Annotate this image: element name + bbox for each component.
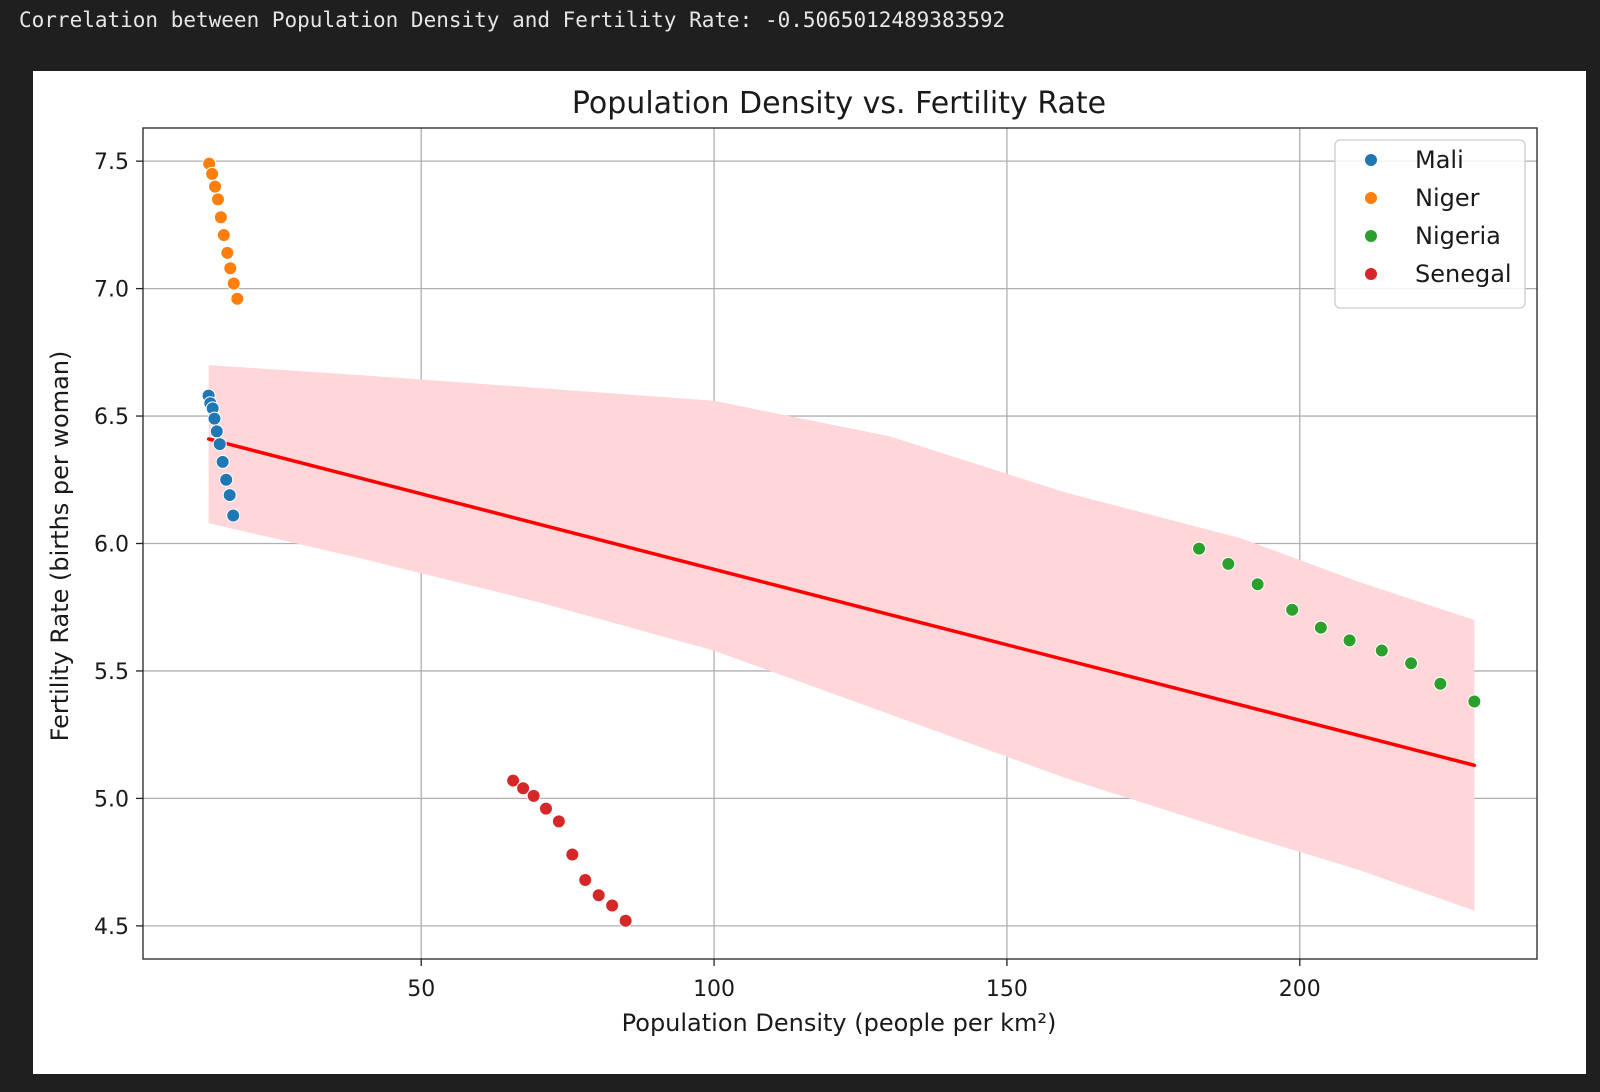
data-point-senegal: [605, 898, 620, 913]
data-point-senegal: [538, 801, 553, 816]
y-tick-label: 5.0: [94, 787, 129, 812]
data-point-nigeria: [1250, 577, 1265, 592]
data-point-nigeria: [1192, 541, 1207, 556]
data-point-senegal: [591, 888, 606, 903]
data-point-nigeria: [1285, 602, 1300, 617]
legend-marker: [1364, 153, 1378, 167]
y-axis-label: Fertility Rate (births per woman): [46, 351, 74, 742]
data-point-mali: [212, 437, 227, 452]
data-point-niger: [205, 166, 220, 181]
data-point-senegal: [578, 872, 593, 887]
data-point-nigeria: [1467, 694, 1482, 709]
x-tick-label: 100: [693, 977, 735, 1002]
y-tick-label: 5.5: [94, 660, 129, 685]
legend-label: Mali: [1415, 146, 1464, 174]
legend-marker: [1364, 267, 1378, 281]
data-point-senegal: [618, 913, 633, 928]
data-point-senegal: [551, 814, 566, 829]
y-tick-label: 7.0: [94, 278, 129, 303]
data-point-mali: [222, 488, 237, 503]
axis-ticks: 50 100 150 200 4.5 5.0 5.5 6.0 6.5 7.0 7.5: [94, 150, 1321, 1002]
data-points: [201, 156, 1482, 928]
data-point-niger: [216, 228, 231, 243]
data-point-niger: [226, 276, 241, 291]
regression-line: [206, 437, 1477, 768]
chart-figure: Population Density vs. Fertility Rate 50…: [33, 71, 1586, 1074]
data-point-nigeria: [1342, 633, 1357, 648]
legend: Mali Niger Nigeria Senegal: [1334, 139, 1526, 309]
regression-line-path: [206, 437, 1477, 768]
data-point-senegal: [516, 781, 531, 796]
legend-box: [1334, 139, 1526, 309]
data-point-mali: [209, 424, 224, 439]
data-point-senegal: [506, 773, 521, 788]
confidence-band: [208, 365, 1475, 911]
data-point-mali: [215, 454, 230, 469]
legend-marker: [1364, 191, 1378, 205]
data-point-senegal: [526, 788, 541, 803]
data-point-niger: [220, 245, 235, 260]
y-tick-label: 6.5: [94, 405, 129, 430]
data-point-niger: [213, 210, 228, 225]
data-point-nigeria: [1433, 676, 1448, 691]
x-tick-label: 50: [407, 977, 435, 1002]
data-point-mali: [207, 411, 222, 426]
y-tick-label: 7.5: [94, 150, 129, 175]
x-tick-label: 150: [986, 977, 1028, 1002]
legend-label: Senegal: [1415, 260, 1512, 288]
legend-label: Niger: [1415, 184, 1480, 212]
data-point-niger: [230, 291, 245, 306]
grid-lines: [143, 128, 1537, 959]
console-output-line: Correlation between Population Density a…: [19, 8, 1006, 32]
data-point-nigeria: [1374, 643, 1389, 658]
y-tick-label: 6.0: [94, 533, 129, 558]
x-tick-label: 200: [1279, 977, 1321, 1002]
data-point-niger: [208, 179, 223, 194]
data-point-niger: [223, 261, 238, 276]
data-point-mali: [226, 508, 241, 523]
confidence-band-area: [208, 365, 1475, 911]
legend-label: Nigeria: [1415, 222, 1501, 250]
data-point-nigeria: [1313, 620, 1328, 635]
x-axis-label: Population Density (people per km²): [622, 1009, 1057, 1037]
y-tick-label: 4.5: [94, 915, 129, 940]
chart-title: Population Density vs. Fertility Rate: [572, 86, 1106, 121]
data-point-senegal: [565, 847, 580, 862]
scatter-chart: Population Density vs. Fertility Rate 50…: [46, 86, 1538, 1037]
data-point-niger: [210, 192, 225, 207]
data-point-nigeria: [1221, 556, 1236, 571]
data-point-nigeria: [1404, 656, 1419, 671]
legend-marker: [1364, 229, 1378, 243]
data-point-mali: [219, 472, 234, 487]
